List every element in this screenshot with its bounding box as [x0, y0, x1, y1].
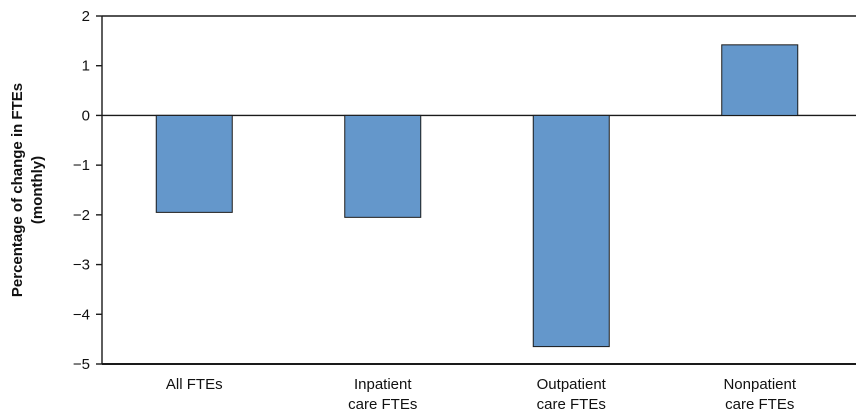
- bar: [721, 44, 799, 116]
- y-axis: 2 1 0 −1 −2 −3 −4 −5: [73, 8, 856, 373]
- bar: [155, 114, 233, 213]
- y-axis-title-line: (monthly): [29, 156, 46, 224]
- y-tick-label: 0: [82, 107, 90, 124]
- category-label: All FTEs: [166, 376, 223, 393]
- category-label: Inpatient: [354, 376, 412, 393]
- category-labels: All FTEs Inpatient care FTEs Outpatient care…: [166, 376, 797, 413]
- y-axis-title: Percentage of change in FTEs (monthly): [9, 83, 46, 297]
- y-axis-title-line: Percentage of change in FTEs: [9, 83, 26, 297]
- category-label: care FTEs: [537, 396, 606, 413]
- y-tick-label: −4: [73, 306, 90, 323]
- y-tick-label: −2: [73, 207, 90, 224]
- bar: [344, 114, 422, 218]
- category-label: Nonpatient: [723, 376, 796, 393]
- bars: [155, 44, 799, 348]
- y-tick-label: −5: [73, 356, 90, 373]
- category-label: Outpatient: [537, 376, 607, 393]
- y-tick-label: −1: [73, 157, 90, 174]
- y-tick-label: −3: [73, 257, 90, 274]
- category-label: care FTEs: [725, 396, 794, 413]
- bar: [532, 114, 610, 348]
- y-tick-label: 1: [82, 58, 90, 75]
- category-label: care FTEs: [348, 396, 417, 413]
- y-tick-label: 2: [82, 8, 90, 25]
